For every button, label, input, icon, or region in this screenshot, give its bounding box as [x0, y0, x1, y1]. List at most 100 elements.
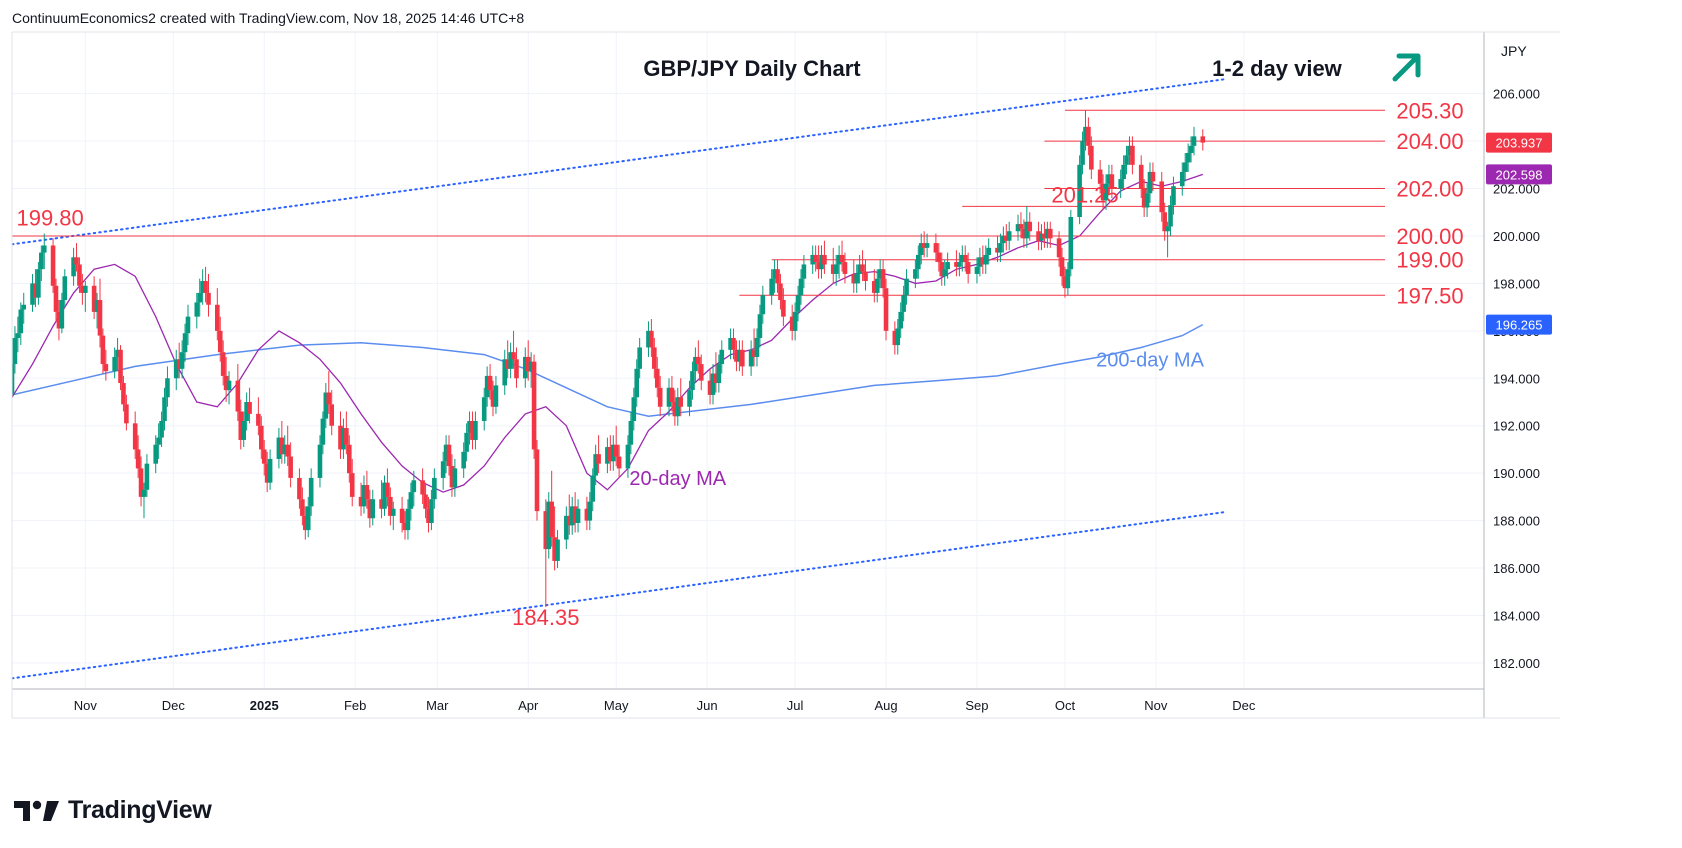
candle-2025-03-06[interactable] [449, 454, 455, 497]
candle-2025-06-26[interactable] [778, 273, 783, 310]
candle-2024-10-29[interactable] [74, 243, 79, 272]
candle-2025-06-13[interactable] [740, 340, 745, 376]
candle-2024-12-12[interactable] [203, 266, 208, 303]
candle-2025-04-29[interactable] [608, 435, 613, 471]
candle-2024-11-22[interactable] [144, 454, 150, 497]
candle-2025-07-29[interactable] [874, 269, 880, 303]
candle-2025-10-14[interactable] [1100, 174, 1106, 210]
candle-2025-01-31[interactable] [349, 458, 355, 507]
candle-2025-09-22[interactable] [1036, 221, 1041, 251]
candle-2025-10-22[interactable] [1124, 145, 1129, 175]
candle-2025-01-20[interactable] [317, 435, 323, 488]
candle-2024-10-07[interactable] [10, 352, 15, 405]
candle-2025-02-26[interactable] [426, 496, 431, 533]
candle-2025-06-06[interactable] [719, 340, 725, 374]
candle-2025-05-29[interactable] [696, 340, 701, 374]
candle-2025-09-17[interactable] [1021, 219, 1027, 248]
candle-2025-05-01[interactable] [613, 425, 619, 467]
candle-2025-08-07[interactable] [901, 285, 906, 322]
candle-2025-01-21[interactable] [320, 411, 326, 455]
candle-2025-09-12[interactable] [1006, 221, 1012, 251]
candle-2025-04-15[interactable] [566, 494, 572, 535]
candle-2025-04-01[interactable] [525, 340, 531, 381]
candle-2025-03-03[interactable] [440, 451, 446, 490]
candle-2024-12-30[interactable] [256, 397, 261, 436]
candle-2024-11-21[interactable] [141, 482, 147, 519]
candle-2024-10-24[interactable] [59, 292, 65, 334]
candle-2025-10-21[interactable] [1121, 155, 1126, 189]
candle-2025-02-04[interactable] [361, 475, 367, 514]
candle-2025-05-26[interactable] [687, 380, 692, 417]
candle-2024-11-11[interactable] [112, 347, 117, 379]
candle-2025-10-06[interactable] [1077, 155, 1082, 225]
candle-2025-04-21[interactable] [584, 496, 590, 531]
candle-2025-07-03[interactable] [798, 269, 804, 305]
candle-2025-11-11[interactable] [1182, 152, 1188, 182]
candle-2025-10-10[interactable] [1089, 136, 1094, 180]
candle-2025-09-01[interactable] [974, 257, 980, 284]
candle-2025-02-13[interactable] [388, 487, 393, 526]
candle-2025-09-23[interactable] [1039, 224, 1044, 251]
candle-2025-05-05[interactable] [625, 435, 631, 478]
candle-2025-01-13[interactable] [297, 468, 302, 509]
candle-2025-04-11[interactable] [555, 530, 560, 569]
candle-2024-10-16[interactable] [36, 262, 41, 305]
candle-2025-07-14[interactable] [830, 247, 836, 284]
candle-2024-12-09[interactable] [194, 292, 200, 329]
candle-2025-06-24[interactable] [772, 259, 777, 293]
candle-2024-10-15[interactable] [33, 269, 38, 308]
candle-2025-11-10[interactable] [1179, 162, 1185, 196]
candle-2024-11-12[interactable] [115, 337, 120, 372]
candle-2025-07-08[interactable] [813, 245, 818, 272]
candle-2025-01-24[interactable] [329, 390, 334, 436]
candle-2025-02-10[interactable] [379, 480, 384, 519]
candle-2025-10-16[interactable] [1106, 164, 1112, 194]
candle-2025-08-13[interactable] [918, 233, 924, 265]
candle-2024-12-06[interactable] [185, 304, 191, 346]
candle-2025-09-11[interactable] [1003, 224, 1009, 251]
candle-2025-11-07[interactable] [1171, 176, 1176, 215]
candle-2025-11-04[interactable] [1162, 202, 1167, 241]
candle-2025-08-18[interactable] [933, 233, 939, 263]
candle-2025-01-15[interactable] [303, 506, 308, 540]
candle-2025-03-20[interactable] [490, 380, 496, 417]
candle-2025-06-16[interactable] [748, 340, 754, 376]
candle-2025-06-27[interactable] [781, 288, 786, 327]
candle-2025-10-09[interactable] [1086, 117, 1091, 156]
candle-2025-06-17[interactable] [751, 328, 757, 367]
candle-2025-09-09[interactable] [998, 233, 1003, 263]
candle-2025-07-16[interactable] [836, 245, 842, 279]
candle-2025-06-20[interactable] [760, 285, 766, 324]
candle-2025-03-07[interactable] [452, 458, 458, 497]
candle-2024-12-16[interactable] [215, 288, 220, 341]
candle-2025-08-26[interactable] [957, 252, 962, 277]
candle-2024-12-26[interactable] [244, 392, 249, 431]
candle-2024-10-25[interactable] [62, 269, 68, 308]
candle-2025-10-08[interactable] [1083, 110, 1088, 151]
candle-2025-04-04[interactable] [534, 439, 540, 521]
candle-2025-09-26[interactable] [1047, 221, 1053, 248]
candle-2025-05-07[interactable] [631, 387, 637, 431]
candle-2025-06-04[interactable] [713, 352, 719, 393]
candle-2025-07-22[interactable] [854, 264, 860, 293]
candle-2025-04-14[interactable] [564, 506, 569, 550]
candle-2024-10-23[interactable] [56, 300, 62, 341]
candle-2025-10-02[interactable] [1065, 262, 1071, 296]
candle-2025-09-16[interactable] [1018, 212, 1024, 239]
candle-2025-06-02[interactable] [707, 368, 713, 405]
candle-2025-02-14[interactable] [390, 501, 396, 531]
candle-2025-10-01[interactable] [1062, 266, 1068, 298]
candle-2025-05-15[interactable] [654, 356, 660, 398]
candle-2025-06-30[interactable] [789, 304, 795, 341]
candle-2025-06-23[interactable] [769, 269, 774, 305]
candle-2025-06-11[interactable] [734, 340, 739, 372]
candle-2025-01-29[interactable] [344, 411, 349, 455]
candle-2025-08-11[interactable] [913, 259, 918, 289]
candle-2025-05-23[interactable] [678, 378, 684, 417]
candle-2025-10-07[interactable] [1080, 131, 1085, 175]
candle-2025-02-12[interactable] [385, 468, 390, 507]
candle-2025-08-06[interactable] [898, 302, 903, 338]
candle-layer[interactable] [10, 110, 1206, 608]
candle-2025-07-18[interactable] [842, 252, 848, 284]
candle-2025-09-03[interactable] [980, 245, 986, 274]
